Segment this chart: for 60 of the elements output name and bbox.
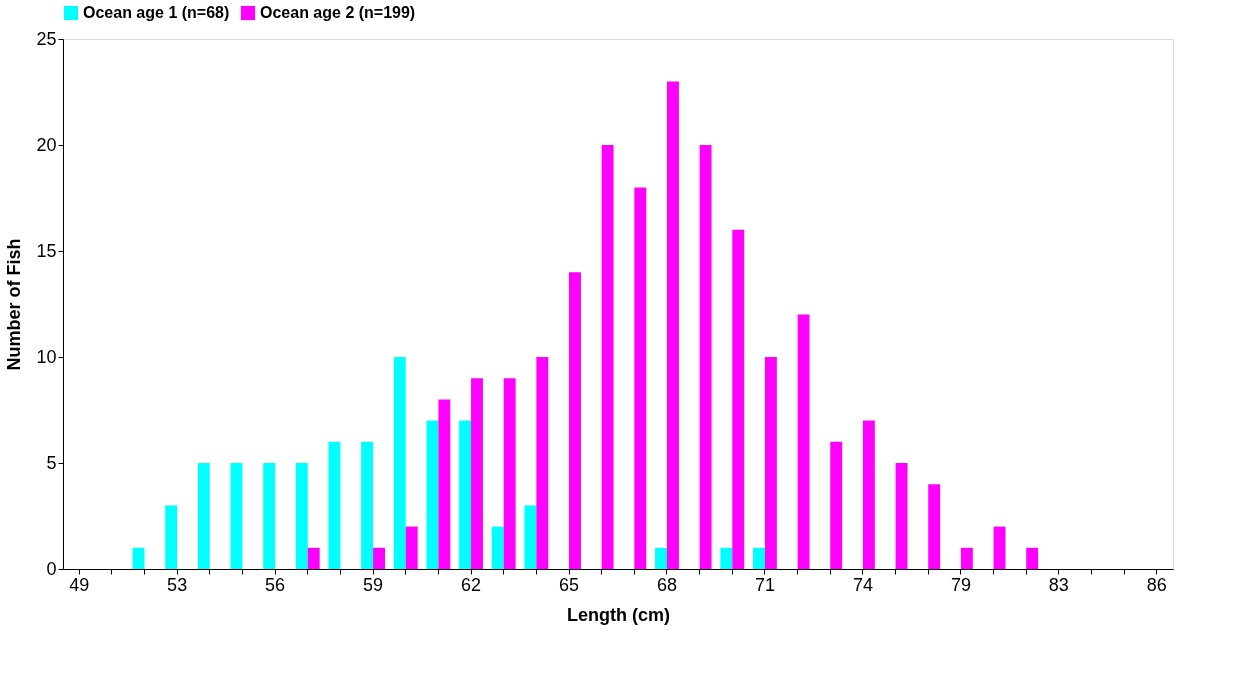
bar bbox=[601, 145, 614, 569]
x-axis-title: Length (cm) bbox=[567, 604, 670, 625]
bar bbox=[895, 463, 908, 569]
y-tick-label: 25 bbox=[36, 28, 57, 49]
bar bbox=[361, 441, 374, 569]
legend-label: Ocean age 2 (n=199) bbox=[260, 4, 416, 21]
bar bbox=[655, 547, 667, 569]
y-axis-title: Number of Fish bbox=[4, 238, 25, 371]
y-tick-label: 0 bbox=[46, 558, 57, 579]
bar bbox=[797, 314, 810, 569]
bar bbox=[862, 420, 875, 569]
x-tick-label: 74 bbox=[852, 574, 873, 595]
x-tick-label: 59 bbox=[363, 574, 384, 595]
y-tick-label: 5 bbox=[46, 452, 57, 473]
x-tick-label: 56 bbox=[265, 574, 286, 595]
bar bbox=[928, 484, 941, 569]
x-tick-label: 68 bbox=[656, 574, 677, 595]
bar bbox=[960, 547, 973, 569]
bar bbox=[666, 81, 679, 569]
bar bbox=[393, 357, 406, 569]
y-tick-label: 20 bbox=[36, 134, 57, 155]
bar bbox=[165, 505, 178, 569]
bar bbox=[459, 420, 472, 569]
legend-label: Ocean age 1 (n=68) bbox=[83, 4, 230, 21]
bar bbox=[536, 357, 549, 569]
y-tick-label: 15 bbox=[36, 240, 57, 261]
bar bbox=[634, 187, 647, 569]
bar bbox=[720, 547, 733, 569]
x-tick-label: 53 bbox=[167, 574, 188, 595]
bar bbox=[830, 441, 843, 569]
x-tick-label: 83 bbox=[1048, 574, 1069, 595]
bar bbox=[1026, 547, 1039, 569]
bar bbox=[732, 229, 745, 569]
x-tick-label: 86 bbox=[1146, 574, 1167, 595]
x-tick-label: 62 bbox=[461, 574, 482, 595]
bar bbox=[491, 526, 504, 569]
bar bbox=[263, 463, 276, 569]
y-tick-label: 10 bbox=[36, 346, 57, 367]
bar bbox=[295, 463, 308, 569]
x-tick-label: 65 bbox=[559, 574, 580, 595]
bar bbox=[524, 505, 537, 569]
bar bbox=[426, 420, 439, 569]
bar bbox=[569, 272, 581, 569]
bar bbox=[405, 526, 418, 569]
x-tick-label: 49 bbox=[69, 574, 90, 595]
bar bbox=[993, 526, 1006, 569]
bar bbox=[132, 547, 145, 569]
bar bbox=[699, 145, 712, 569]
bar bbox=[197, 463, 210, 569]
x-tick-label: 71 bbox=[754, 574, 775, 595]
bar bbox=[471, 378, 483, 569]
bar bbox=[373, 547, 385, 569]
bar bbox=[230, 463, 243, 569]
bar bbox=[438, 399, 451, 569]
bar bbox=[764, 357, 777, 569]
bar bbox=[503, 378, 516, 569]
bar bbox=[328, 441, 341, 569]
bar bbox=[753, 547, 765, 569]
bar bbox=[307, 547, 320, 569]
x-tick-label: 79 bbox=[950, 574, 971, 595]
